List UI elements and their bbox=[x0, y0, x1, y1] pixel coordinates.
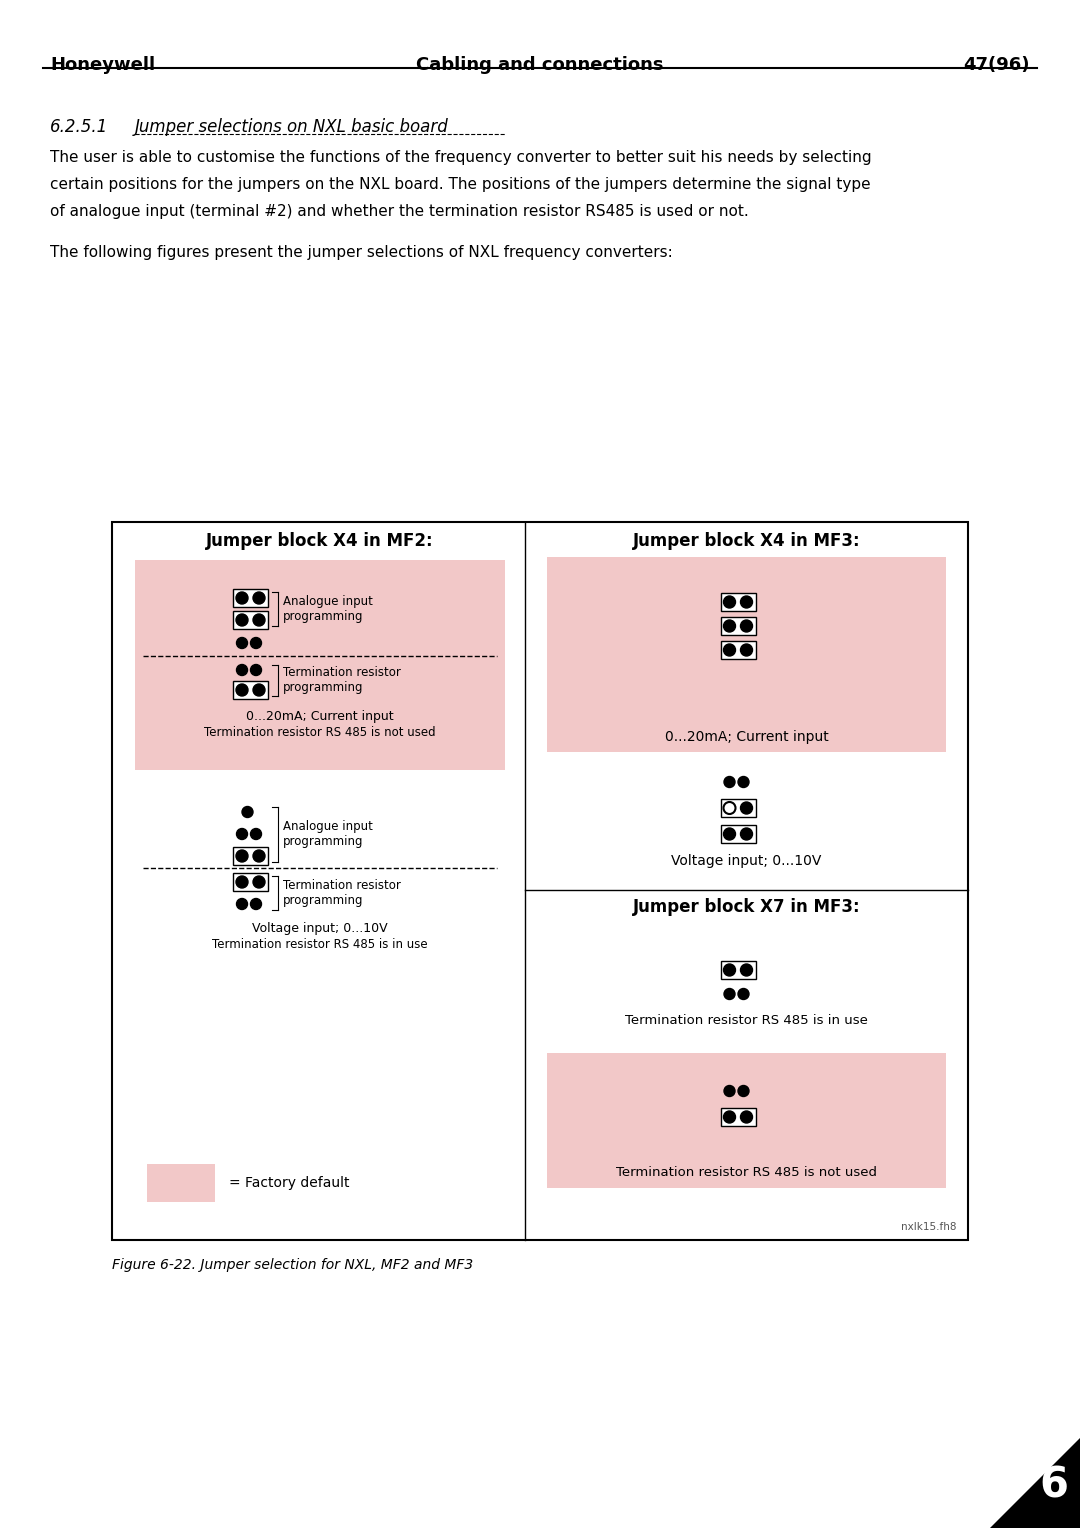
Text: Termination resistor
programming: Termination resistor programming bbox=[283, 879, 401, 906]
Circle shape bbox=[724, 1111, 735, 1123]
Circle shape bbox=[237, 828, 247, 839]
Circle shape bbox=[242, 807, 253, 817]
Bar bbox=[135, 559, 505, 770]
Circle shape bbox=[237, 685, 248, 695]
Circle shape bbox=[741, 1111, 753, 1123]
Bar bbox=[720, 642, 756, 659]
Bar bbox=[720, 799, 756, 817]
Text: Cabling and connections: Cabling and connections bbox=[416, 57, 664, 73]
Circle shape bbox=[237, 876, 248, 888]
Text: The following figures present the jumper selections of NXL frequency converters:: The following figures present the jumper… bbox=[50, 244, 673, 260]
Circle shape bbox=[237, 850, 248, 862]
Circle shape bbox=[724, 989, 735, 999]
Circle shape bbox=[237, 665, 247, 675]
Circle shape bbox=[724, 776, 735, 787]
Circle shape bbox=[738, 1085, 750, 1097]
Text: nxlk15.fh8: nxlk15.fh8 bbox=[901, 1222, 956, 1232]
Circle shape bbox=[741, 964, 753, 976]
Text: Jumper block X4 in MF3:: Jumper block X4 in MF3: bbox=[633, 532, 861, 550]
Text: Termination resistor RS 485 is not used: Termination resistor RS 485 is not used bbox=[616, 1166, 877, 1180]
Circle shape bbox=[724, 964, 735, 976]
Bar bbox=[720, 961, 756, 979]
Circle shape bbox=[724, 596, 735, 608]
Circle shape bbox=[741, 643, 753, 656]
Circle shape bbox=[237, 637, 247, 648]
Circle shape bbox=[724, 620, 735, 633]
Bar bbox=[233, 588, 268, 607]
Circle shape bbox=[253, 614, 265, 626]
Text: Analogue input
programming: Analogue input programming bbox=[283, 594, 373, 623]
Text: Honeywell: Honeywell bbox=[50, 57, 156, 73]
Text: Voltage input; 0...10V: Voltage input; 0...10V bbox=[672, 854, 822, 868]
Text: 6.2.5.1: 6.2.5.1 bbox=[50, 118, 108, 136]
Text: Jumper block X4 in MF2:: Jumper block X4 in MF2: bbox=[205, 532, 433, 550]
Text: Jumper block X7 in MF3:: Jumper block X7 in MF3: bbox=[633, 898, 861, 915]
Text: Termination resistor RS 485 is in use: Termination resistor RS 485 is in use bbox=[625, 1015, 868, 1027]
Bar bbox=[233, 847, 268, 865]
Circle shape bbox=[253, 850, 265, 862]
Circle shape bbox=[237, 591, 248, 604]
Circle shape bbox=[253, 685, 265, 695]
Text: 0...20mA; Current input: 0...20mA; Current input bbox=[664, 730, 828, 744]
Text: 6: 6 bbox=[1039, 1464, 1068, 1507]
Bar bbox=[720, 1108, 756, 1126]
Circle shape bbox=[251, 828, 261, 839]
Text: 0...20mA; Current input: 0...20mA; Current input bbox=[245, 711, 393, 723]
Circle shape bbox=[253, 591, 265, 604]
Text: = Factory default: = Factory default bbox=[229, 1177, 350, 1190]
Text: certain positions for the jumpers on the NXL board. The positions of the jumpers: certain positions for the jumpers on the… bbox=[50, 177, 870, 193]
Circle shape bbox=[251, 665, 261, 675]
Circle shape bbox=[724, 828, 735, 840]
Circle shape bbox=[738, 989, 750, 999]
Text: of analogue input (terminal #2) and whether the termination resistor RS485 is us: of analogue input (terminal #2) and whet… bbox=[50, 205, 748, 219]
Circle shape bbox=[251, 637, 261, 648]
Circle shape bbox=[741, 802, 753, 814]
Bar bbox=[546, 1053, 946, 1187]
Bar bbox=[233, 872, 268, 891]
Bar bbox=[720, 825, 756, 843]
Circle shape bbox=[237, 898, 247, 909]
Bar bbox=[147, 1164, 215, 1203]
Text: Termination resistor RS 485 is in use: Termination resistor RS 485 is in use bbox=[212, 938, 428, 950]
Text: Voltage input; 0...10V: Voltage input; 0...10V bbox=[252, 921, 388, 935]
Text: Analogue input
programming: Analogue input programming bbox=[283, 821, 373, 848]
Text: Termination resistor
programming: Termination resistor programming bbox=[283, 666, 401, 694]
Bar bbox=[720, 593, 756, 611]
Circle shape bbox=[741, 620, 753, 633]
Circle shape bbox=[724, 643, 735, 656]
Circle shape bbox=[724, 802, 735, 814]
Circle shape bbox=[251, 898, 261, 909]
Text: Figure 6-22. Jumper selection for NXL, MF2 and MF3: Figure 6-22. Jumper selection for NXL, M… bbox=[112, 1258, 473, 1271]
Bar bbox=[112, 523, 968, 1241]
Circle shape bbox=[253, 876, 265, 888]
Text: Jumper selections on NXL basic board: Jumper selections on NXL basic board bbox=[135, 118, 449, 136]
Bar bbox=[233, 611, 268, 630]
Circle shape bbox=[724, 1085, 735, 1097]
Circle shape bbox=[741, 596, 753, 608]
Circle shape bbox=[738, 776, 750, 787]
Text: 47(96): 47(96) bbox=[963, 57, 1030, 73]
Bar bbox=[720, 617, 756, 636]
Circle shape bbox=[237, 614, 248, 626]
Text: The user is able to customise the functions of the frequency converter to better: The user is able to customise the functi… bbox=[50, 150, 872, 165]
Bar bbox=[546, 558, 946, 752]
Bar bbox=[233, 681, 268, 698]
Text: Termination resistor RS 485 is not used: Termination resistor RS 485 is not used bbox=[204, 726, 435, 740]
Polygon shape bbox=[990, 1438, 1080, 1528]
Circle shape bbox=[741, 828, 753, 840]
